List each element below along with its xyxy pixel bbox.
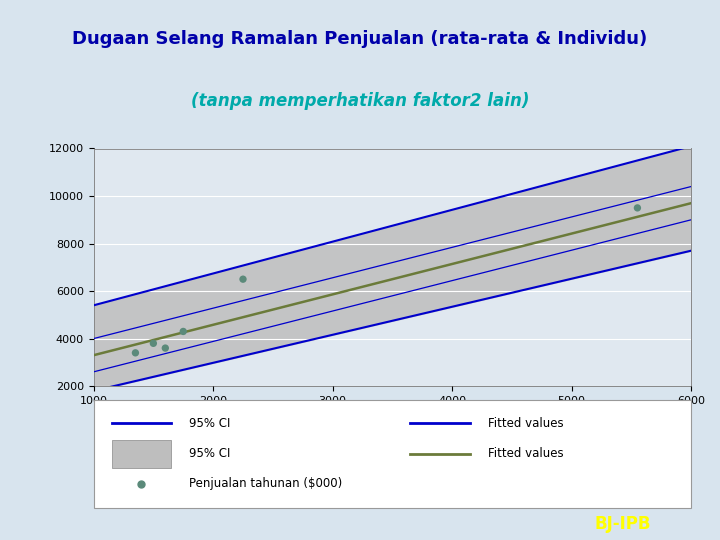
Text: (tanpa memperhatikan faktor2 lain): (tanpa memperhatikan faktor2 lain) [191, 92, 529, 110]
Text: Penjualan tahunan ($000): Penjualan tahunan ($000) [189, 477, 343, 490]
X-axis label: Luas Lantai (feet2): Luas Lantai (feet2) [333, 411, 451, 424]
Point [160, 344, 171, 353]
Point [177, 327, 189, 336]
Point [238, 275, 249, 284]
Text: Fitted values: Fitted values [488, 417, 564, 430]
Point [631, 204, 643, 212]
Point [130, 348, 141, 357]
Text: 95% CI: 95% CI [189, 447, 230, 460]
Text: 95% CI: 95% CI [189, 417, 230, 430]
Text: Dugaan Selang Ramalan Penjualan (rata-rata & Individu): Dugaan Selang Ramalan Penjualan (rata-ra… [73, 30, 647, 48]
Point [148, 339, 159, 348]
Text: BJ-IPB: BJ-IPB [595, 515, 651, 533]
Text: Fitted values: Fitted values [488, 447, 564, 460]
Bar [112, 440, 171, 468]
